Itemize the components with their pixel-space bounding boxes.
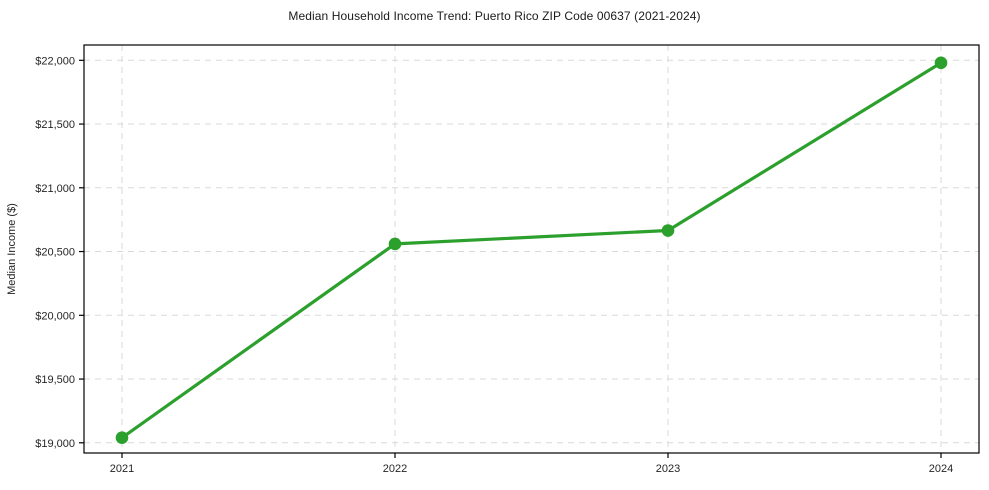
- data-point-2024: [934, 56, 948, 70]
- data-point-2023: [661, 224, 675, 237]
- y-tick-label: $20,000: [35, 310, 75, 322]
- x-tick-label: 2022: [383, 463, 407, 475]
- y-tick-label: $21,500: [35, 119, 75, 131]
- plot-border: [83, 44, 980, 454]
- y-tick-label: $19,500: [35, 374, 75, 386]
- y-tick-label: $19,000: [35, 438, 75, 450]
- trend-line: [120, 61, 943, 440]
- y-tick-label: $20,500: [35, 247, 75, 259]
- data-point-2022: [388, 237, 402, 251]
- chart-title: Median Household Income Trend: Puerto Ri…: [288, 9, 701, 23]
- y-tick-label: $21,000: [35, 183, 75, 195]
- x-tick-label: 2023: [656, 463, 680, 475]
- x-tick-label: 2024: [929, 463, 953, 475]
- x-tick-label: 2021: [110, 463, 134, 475]
- data-point-2021: [115, 431, 129, 445]
- y-axis-label: Median Income ($): [6, 203, 18, 295]
- y-tick-label: $22,000: [35, 55, 75, 67]
